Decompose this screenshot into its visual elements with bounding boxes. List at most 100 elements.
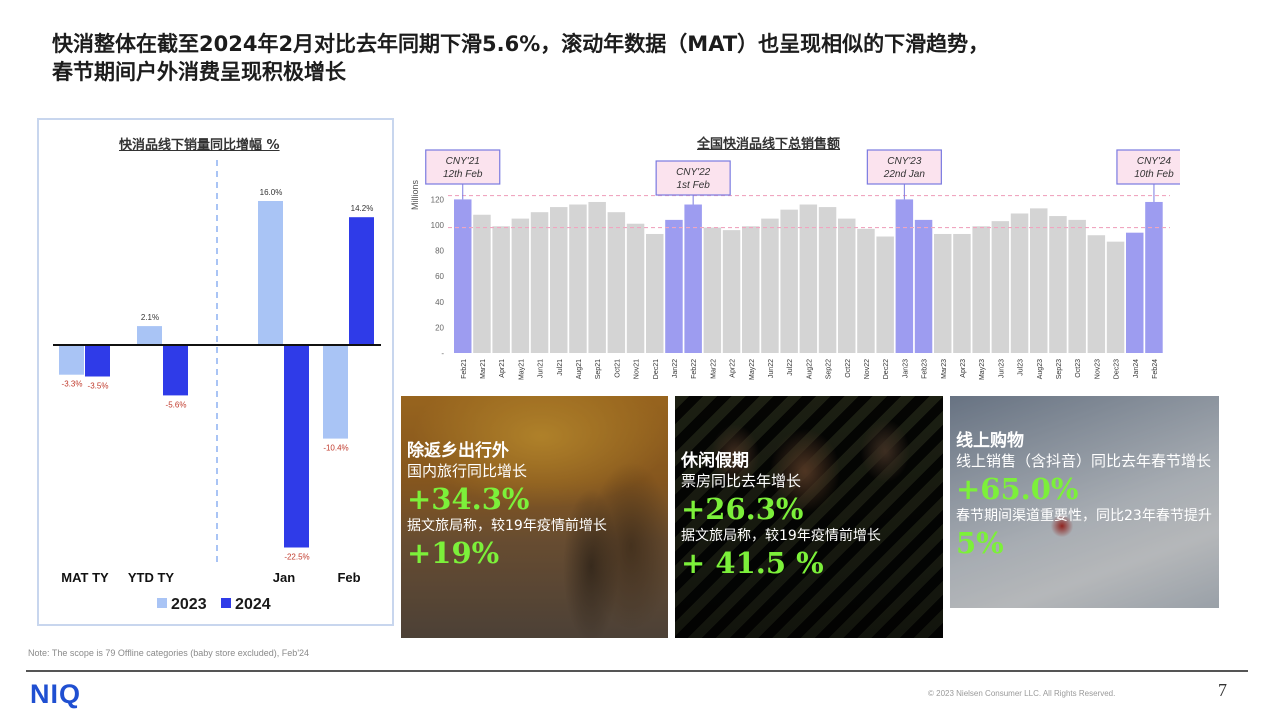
cny-annotation-0: CNY'21 12th Feb bbox=[425, 149, 501, 200]
online-heading: 线上购物 bbox=[956, 431, 1024, 451]
bar-2024-ytd-ty bbox=[163, 345, 188, 396]
x-tick-2: Apr21 bbox=[499, 359, 506, 378]
x-tick-24: Feb23 bbox=[922, 359, 929, 379]
x-tick-21: Nov22 bbox=[864, 359, 871, 379]
niq-logo: NIQ bbox=[30, 679, 82, 709]
x-tick-27: May23 bbox=[979, 359, 986, 380]
x-tick-30: Aug23 bbox=[1037, 359, 1044, 379]
travel-heading: 除返乡出行外 bbox=[407, 441, 509, 461]
sales-bar-feb22 bbox=[684, 204, 702, 353]
sales-bar-jun21 bbox=[530, 212, 549, 353]
cny-annotation-line2-3: 10th Feb bbox=[1134, 169, 1174, 180]
sales-bar-nov23 bbox=[1087, 235, 1106, 353]
travel-subtitle: 国内旅行同比增长 bbox=[407, 462, 528, 480]
data-label-2024-3: 14.2% bbox=[351, 204, 374, 213]
copyright: © 2023 Nielsen Consumer LLC. All Rights … bbox=[928, 689, 1116, 698]
card-leisure: 休闲假期 票房同比去年增长 +26.3% 据文旅局称，较19年疫情前增长 + 4… bbox=[675, 396, 943, 638]
yoy-growth-chart: -3.3% 2.1% 16.0% -10.4% -3.5% -5.6% -22.5% 14.2… bbox=[53, 160, 381, 585]
footer-divider bbox=[26, 670, 1248, 672]
y-tick-0: - bbox=[441, 349, 444, 358]
x-tick-4: Jun21 bbox=[538, 359, 545, 378]
x-tick-36: Feb24 bbox=[1152, 359, 1159, 379]
data-label-2023-3: -10.4% bbox=[323, 444, 348, 453]
y-tick-6: 120 bbox=[431, 195, 445, 204]
cny-annotation-box-1 bbox=[655, 160, 731, 196]
sales-bar-may21 bbox=[511, 218, 530, 353]
cny-annotation-line1-2: CNY'23 bbox=[887, 156, 922, 167]
bar-2023-mat-ty bbox=[59, 345, 84, 375]
cny-annotation-3: CNY'24 10th Feb bbox=[1116, 149, 1180, 202]
ski-photo bbox=[950, 396, 1219, 608]
x-tick-26: Apr23 bbox=[960, 359, 967, 378]
sales-bar-feb24 bbox=[1145, 201, 1163, 353]
sales-bar-aug21 bbox=[569, 204, 587, 353]
sales-bar-apr21 bbox=[492, 226, 510, 353]
y-tick-4: 80 bbox=[435, 247, 444, 256]
cny-annotation-line2-0: 12th Feb bbox=[443, 169, 483, 180]
leisure-growth-value: +26.3% bbox=[681, 492, 804, 526]
x-tick-12: Feb22 bbox=[691, 359, 698, 379]
sales-bar-may22 bbox=[742, 226, 760, 353]
x-tick-18: Aug22 bbox=[806, 359, 813, 379]
y-tick-3: 60 bbox=[435, 272, 444, 281]
data-label-2024-0: -3.5% bbox=[88, 382, 109, 391]
x-tick-7: Sep21 bbox=[595, 359, 602, 379]
cinema-photo bbox=[675, 396, 943, 638]
sales-bar-oct22 bbox=[838, 218, 856, 353]
sales-bar-dec23 bbox=[1106, 241, 1125, 353]
bar-2024-feb bbox=[349, 217, 374, 345]
travel-vs2019-value: +19% bbox=[407, 536, 500, 570]
footnote: Note: The scope is 79 Offline categories… bbox=[28, 648, 310, 658]
x-tick-3: May21 bbox=[518, 359, 525, 380]
sales-chart: Millions - 20 40 60 80 100 120 Feb21 Mar21 Apr21 Ma… bbox=[410, 149, 1180, 380]
category-label-3: Feb bbox=[337, 570, 360, 585]
x-tick-5: Jul21 bbox=[557, 359, 564, 376]
sales-bar-apr23 bbox=[953, 233, 971, 353]
data-label-2023-1: 2.1% bbox=[141, 313, 159, 322]
yoy-legend: 2023 2024 bbox=[157, 596, 271, 614]
leisure-subtitle: 票房同比去年增长 bbox=[681, 472, 802, 490]
bar-2023-jan bbox=[258, 201, 283, 345]
x-tick-31: Sep23 bbox=[1056, 359, 1063, 379]
sales-bar-jan22 bbox=[665, 219, 683, 353]
data-label-2024-2: -22.5% bbox=[284, 553, 309, 562]
travel-photo bbox=[401, 396, 668, 638]
bar-2024-mat-ty bbox=[85, 345, 110, 377]
x-tick-6: Aug21 bbox=[576, 359, 583, 379]
x-tick-14: Apr22 bbox=[730, 359, 737, 378]
sales-bar-jul23 bbox=[1010, 213, 1029, 353]
x-tick-25: Mar23 bbox=[941, 359, 948, 379]
travel-growth-value: +34.3% bbox=[407, 482, 530, 516]
y-tick-5: 100 bbox=[431, 221, 445, 230]
cny-annotation-2: CNY'23 22nd Jan bbox=[866, 149, 942, 200]
cny-annotation-line2-2: 22nd Jan bbox=[883, 169, 926, 180]
category-label-1: YTD TY bbox=[128, 570, 175, 585]
category-label-0: MAT TY bbox=[61, 570, 109, 585]
bar-2023-ytd-ty bbox=[137, 326, 162, 345]
leisure-vs2019-value: + 41.5 % bbox=[681, 546, 824, 580]
yoy-growth-panel: 快消品线下销量同比增幅 % -3.3% 2.1% 16.0% -10.4% -3.5% -… bbox=[37, 118, 394, 626]
page-title-line1: 快消整体在截至2024年2月对比去年同期下滑5.6%，滚动年数据（MAT）也呈现… bbox=[52, 32, 990, 56]
cny-annotation-line1-1: CNY'22 bbox=[676, 167, 711, 178]
legend-2024-label: 2024 bbox=[235, 596, 271, 613]
page-number: 7 bbox=[1218, 680, 1227, 700]
online-growth-value: +65.0% bbox=[956, 472, 1079, 506]
x-tick-35: Jan24 bbox=[1133, 359, 1140, 378]
y-axis-title: Millions bbox=[410, 180, 420, 211]
card-travel: 除返乡出行外 国内旅行同比增长 +34.3% 据文旅局称，较19年疫情前增长 +… bbox=[401, 396, 668, 638]
sales-bar-jun22 bbox=[761, 218, 779, 353]
data-label-2023-2: 16.0% bbox=[260, 188, 283, 197]
x-tick-19: Sep22 bbox=[826, 359, 833, 379]
cny-annotation-box-2 bbox=[866, 149, 942, 185]
cny-annotation-1: CNY'22 1st Feb bbox=[655, 160, 731, 205]
x-tick-17: Jul22 bbox=[787, 359, 794, 376]
sales-bar-sep22 bbox=[818, 207, 837, 353]
online-subtitle: 线上销售（含抖音）同比去年春节增长 bbox=[956, 452, 1212, 470]
online-importance-value: 5% bbox=[956, 526, 1004, 560]
sales-bar-mar23 bbox=[934, 233, 952, 353]
x-tick-34: Dec23 bbox=[1114, 359, 1121, 379]
sales-bar-feb23 bbox=[914, 219, 933, 353]
page-title-line2: 春节期间户外消费呈现积极增长 bbox=[52, 60, 346, 84]
sales-bar-feb21 bbox=[454, 199, 472, 353]
x-tick-23: Jan23 bbox=[902, 359, 909, 378]
